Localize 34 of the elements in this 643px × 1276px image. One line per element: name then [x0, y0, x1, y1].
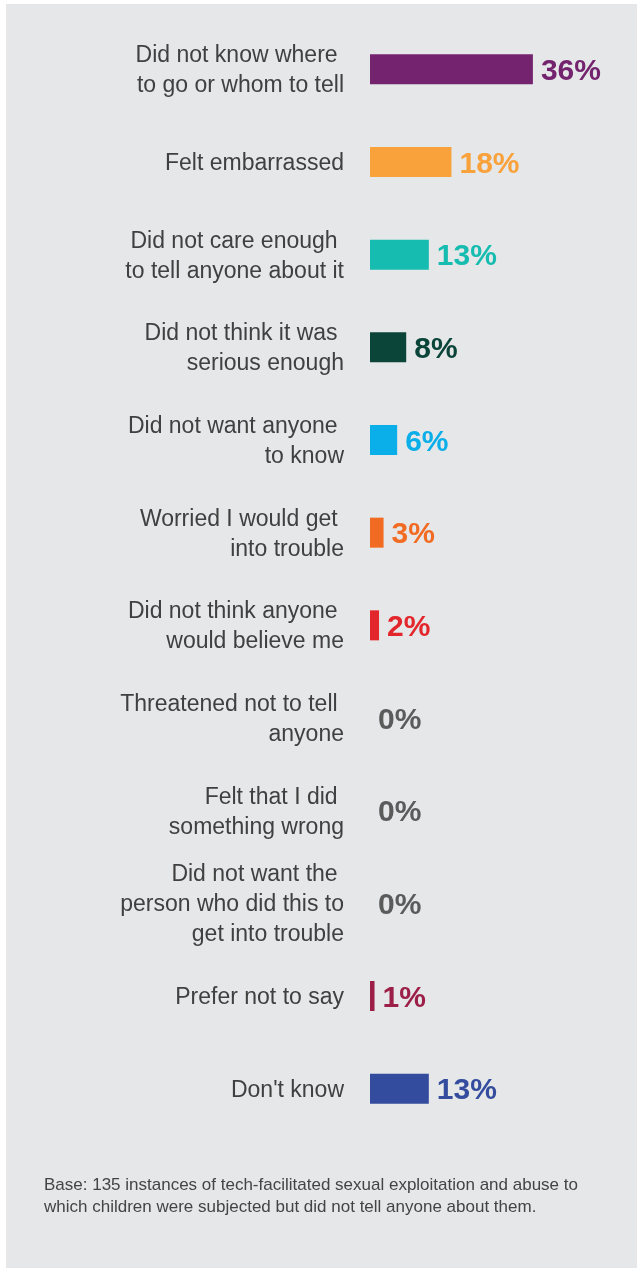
data-label: 36%: [540, 52, 601, 86]
text: Base: 135 instances of tech-facilitated sexual exploitation and abuse to which children were subjected but did not tell anyone about them.: [44, 1174, 579, 1219]
y-tick-label: Did not think anyone would believe me: [127, 597, 344, 654]
bar: [370, 981, 375, 1011]
bar: [370, 425, 398, 455]
data-label: 0%: [378, 794, 422, 828]
y-tick-label: Prefer not to say: [175, 983, 345, 1009]
data-label: 0%: [378, 886, 422, 920]
bar: [370, 147, 452, 177]
data-label: 3%: [391, 516, 435, 550]
y-tick-label: Did not want anyone to know: [127, 412, 345, 468]
data-label: 13%: [436, 1072, 497, 1106]
data-label: 18%: [459, 145, 520, 179]
data-label: 2%: [387, 608, 431, 642]
bar: [370, 1073, 429, 1104]
y-tick-label: Worried I would get into trouble: [139, 504, 344, 561]
bar: [370, 610, 380, 641]
data-label: 13%: [436, 238, 497, 272]
data-label: 0%: [378, 701, 422, 735]
y-tick-label: Don't know: [230, 1075, 345, 1102]
y-tick-label: Did not want the person who did this to get into trouble: [120, 860, 344, 947]
data-label: 1%: [382, 979, 426, 1013]
bar: [370, 54, 533, 85]
data-label: 6%: [405, 423, 449, 457]
y-tick-label: Felt that I did something wrong: [168, 782, 344, 839]
y-tick-label: Did not care enough to tell anyone about it: [125, 226, 345, 283]
bar: [370, 239, 429, 270]
y-tick-label: Threatened not to tell anyone: [120, 690, 344, 746]
data-label: 8%: [414, 330, 458, 364]
y-tick-label: Felt embarrassed: [165, 149, 344, 175]
bar: [370, 332, 407, 363]
y-tick-label: Did not think it was serious enough: [144, 319, 344, 376]
bar: [370, 517, 384, 548]
y-tick-label: Did not know where to go or whom to tell: [135, 41, 344, 98]
